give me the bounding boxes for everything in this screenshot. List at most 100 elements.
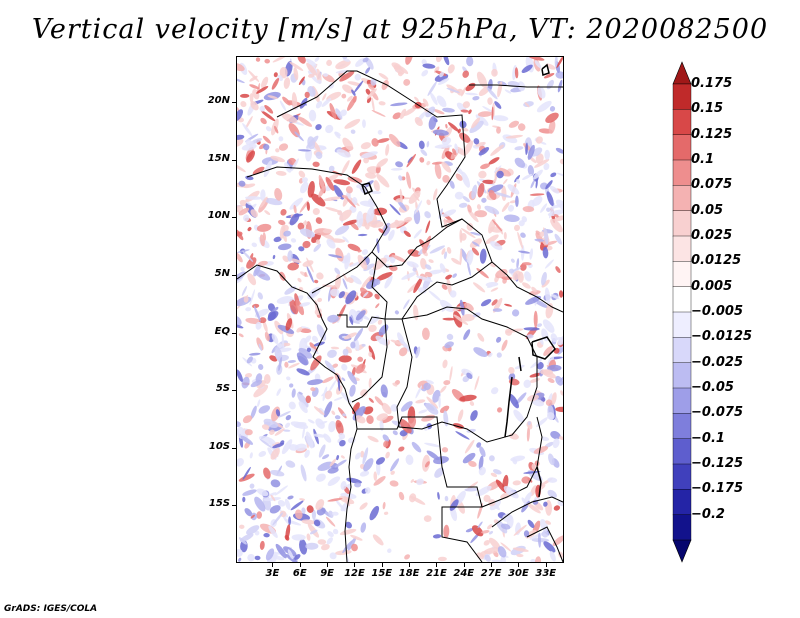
field-blob: [422, 98, 429, 107]
field-blob: [467, 204, 472, 213]
lon-tick-label: 24E: [453, 568, 475, 579]
field-blob: [529, 372, 542, 378]
field-blob: [237, 369, 243, 382]
field-blob: [525, 142, 528, 156]
field-blob: [545, 112, 559, 123]
colorbar-swatch: [672, 235, 692, 262]
field-blob: [412, 267, 417, 272]
field-blob: [446, 333, 454, 341]
field-blob: [340, 481, 347, 490]
field-blob: [403, 78, 411, 86]
field-blob: [275, 170, 287, 176]
lake-malawi: [536, 466, 542, 498]
field-blob: [501, 202, 510, 212]
field-blob: [316, 272, 324, 280]
field-blob: [247, 273, 257, 286]
field-blob: [245, 307, 252, 312]
field-blob: [328, 83, 334, 89]
field-blob: [541, 436, 550, 441]
field-blob: [410, 479, 414, 483]
field-blob: [238, 180, 246, 187]
field-blob: [400, 401, 413, 412]
field-blob: [466, 249, 474, 266]
field-blob: [479, 446, 486, 457]
field-blob: [432, 129, 449, 136]
field-blob: [310, 193, 326, 207]
field-blob: [387, 548, 392, 553]
field-blob: [306, 257, 314, 273]
colorbar-swatch: [672, 387, 692, 414]
field-blob: [327, 497, 343, 502]
field-blob: [378, 101, 386, 106]
field-blob: [242, 496, 246, 503]
field-blob: [363, 458, 374, 472]
field-blob: [269, 505, 281, 514]
colorbar-tick-label: 0.05: [691, 202, 724, 218]
field-blob: [534, 556, 542, 562]
border-car: [371, 256, 493, 320]
field-blob: [360, 151, 378, 159]
field-blob: [302, 221, 308, 226]
field-blob: [465, 92, 478, 96]
field-blob: [550, 294, 560, 300]
field-blob: [509, 200, 517, 204]
field-blob: [521, 262, 532, 266]
field-blob: [278, 356, 282, 371]
field-blob: [505, 134, 524, 139]
field-blob: [260, 110, 276, 122]
field-blob: [350, 129, 356, 134]
field-blob: [397, 71, 403, 77]
field-blob: [493, 165, 502, 173]
field-blob: [389, 480, 399, 487]
field-blob: [380, 415, 394, 424]
field-blob: [246, 150, 255, 163]
field-blob: [441, 161, 452, 173]
field-blob: [342, 273, 349, 282]
field-blob: [398, 65, 409, 74]
field-blob: [375, 303, 380, 309]
field-blob: [422, 63, 436, 69]
field-blob: [374, 278, 381, 286]
colorbar-tick-label: 0.175: [691, 76, 733, 91]
field-blob: [244, 429, 253, 436]
field-blob: [319, 145, 327, 150]
field-blob: [313, 433, 326, 438]
field-blob: [368, 377, 372, 389]
field-blob: [385, 451, 390, 459]
field-blob: [428, 115, 437, 130]
field-blob: [256, 511, 263, 519]
lon-tick-label: 18E: [398, 568, 420, 579]
field-blob: [544, 149, 551, 160]
lon-tick-mark: [272, 563, 274, 567]
field-blob: [347, 370, 358, 385]
field-blob: [492, 219, 503, 232]
field-blob: [294, 554, 301, 560]
field-blob: [366, 415, 374, 424]
field-blob: [356, 211, 364, 228]
field-blob: [424, 442, 441, 448]
field-blob: [343, 496, 351, 507]
field-blob: [557, 335, 563, 346]
field-blob: [497, 407, 503, 413]
field-blob: [544, 287, 551, 304]
field-blob: [277, 499, 286, 507]
field-blob: [347, 537, 357, 551]
colorbar-tick-label: −0.05: [691, 380, 734, 395]
colorbar-swatch: [672, 438, 692, 465]
field-blob: [305, 542, 319, 550]
field-blob: [533, 310, 538, 328]
field-blob: [462, 452, 476, 464]
field-blob: [480, 299, 492, 307]
field-blob: [443, 57, 450, 66]
field-blob: [264, 210, 271, 216]
field-blob: [552, 535, 563, 547]
field-blob: [486, 87, 498, 100]
field-blob: [290, 238, 297, 243]
map-canvas: [237, 57, 563, 562]
field-blob: [277, 243, 292, 251]
field-blob: [496, 352, 502, 358]
field-blob: [497, 546, 507, 558]
field-blob: [311, 509, 317, 520]
field-blob: [310, 387, 316, 392]
field-blob: [543, 163, 550, 171]
